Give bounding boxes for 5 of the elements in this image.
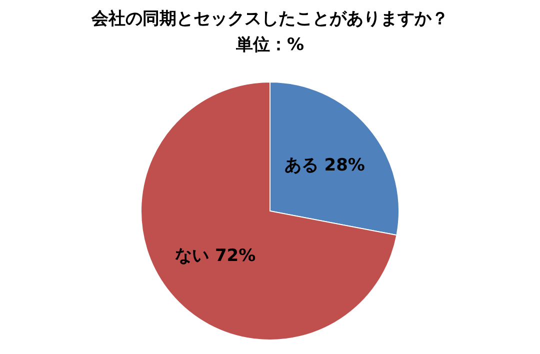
chart-subtitle: 単位：% <box>234 35 304 55</box>
pie-slice <box>140 82 398 340</box>
chart-title: 会社の同期とセックスしたことがありますか？ <box>90 9 448 29</box>
slice-label: ある 28% <box>284 155 365 176</box>
slice-label: ない 72% <box>175 246 256 266</box>
